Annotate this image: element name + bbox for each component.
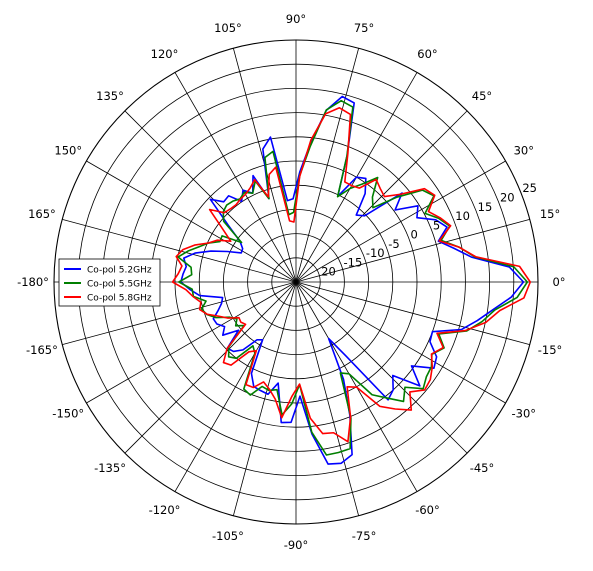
angle-tick-label: -15° [538,343,563,357]
angle-tick-label: 0° [552,275,565,289]
legend-label: Co-pol 5.5GHz [87,280,152,290]
grid-spoke [86,160,297,283]
grid-spoke [124,110,297,283]
angle-tick-labels: 0° 15° 30° 45° 60° 75° 90° 105° 120° 135° 150° 165°… [17,12,565,552]
radial-tick-label: 20 [500,191,515,205]
grid-spoke [232,281,297,516]
radial-tick-label: 15 [478,200,493,214]
grid-spoke [295,281,530,346]
angle-tick-label: -60° [415,503,440,517]
radial-tick-label: 10 [455,209,470,223]
grid-spoke [86,281,297,404]
angle-tick-label: 75° [354,21,374,35]
angle-tick-label: 120° [151,47,179,61]
angle-tick-label: -105° [212,529,244,543]
angle-tick-label: 165° [28,207,56,221]
grid-spoke [295,281,468,454]
series-lines [171,95,532,465]
radial-tick-label: 0 [411,228,418,242]
series-line [171,106,532,443]
grid-spoke [174,72,297,283]
radial-tick-labels: 20 -15 -10-5 0 5 10 15 20 25 [321,181,537,278]
angle-tick-label: 135° [96,89,124,103]
series-line [180,95,525,465]
grid-spoke [62,218,297,283]
radial-tick-label: 20 [321,265,336,279]
radial-tick-label: -15 [343,255,362,269]
grid-spoke [174,281,297,492]
grid-spoke [295,48,360,283]
grid-spoke [62,281,297,346]
radial-tick-label: 25 [522,181,537,195]
angle-tick-label: -135° [94,461,126,475]
polar-grid [53,39,539,525]
grid-spoke [124,281,297,454]
angle-tick-label: 150° [54,144,82,158]
angle-tick-label: -165° [26,343,58,357]
angle-tick-label: 60° [417,47,437,61]
angle-tick-label: -90° [284,538,309,552]
grid-spoke [295,110,468,283]
radial-tick-label: -5 [388,237,399,251]
angle-tick-label: 45° [472,89,492,103]
angle-tick-label: -150° [52,407,84,421]
grid-spoke [295,281,506,404]
radial-tick-label: -10 [366,246,385,260]
angle-tick-label: 15° [540,207,560,221]
angle-tick-label: 105° [214,21,242,35]
angle-tick-label: 90° [286,12,306,26]
legend-label: Co-pol 5.2GHz [87,266,152,276]
series-line [177,99,529,456]
legend: Co-pol 5.2GHz Co-pol 5.5GHz Co-pol 5.8GHz [58,258,161,307]
angle-tick-label: -45° [470,461,495,475]
grid-spoke [295,160,506,283]
angle-tick-label: 30° [514,144,534,158]
angle-tick-label: -120° [149,503,181,517]
grid-spoke [295,281,360,516]
grid-spoke [295,218,530,283]
angle-tick-label: -180° [17,275,49,289]
legend-label: Co-pol 5.8GHz [87,294,152,304]
radial-tick-label: 5 [433,218,440,232]
angle-tick-label: -75° [352,529,377,543]
angle-tick-label: -30° [511,407,536,421]
